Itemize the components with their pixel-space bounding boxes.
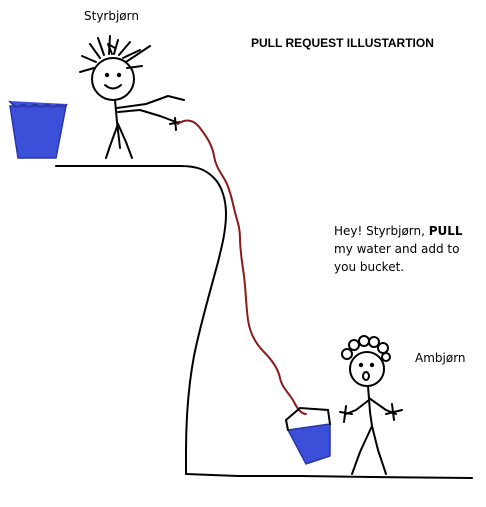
styrbjorn-spiky-hair	[79, 35, 151, 73]
ambjorn-leg-right	[371, 425, 387, 475]
speech-line-1-emphasis: PULL	[428, 224, 463, 238]
styrbjorn-smile	[104, 84, 122, 90]
styrbjorn-eye-right	[116, 72, 122, 78]
ambjorn-hand-left	[339, 405, 353, 423]
speech-bubble: Hey! Styrbjørn, PULL my water and add to…	[334, 222, 463, 276]
speech-line-1: Hey! Styrbjørn, PULL	[334, 222, 463, 240]
ambjorn-body	[367, 385, 373, 427]
styrbjorn-arm	[116, 95, 185, 109]
figure-styrbjorn	[79, 35, 185, 159]
ambjorn-leg-left	[351, 425, 373, 475]
bucket-top-body	[9, 105, 67, 159]
styrbjorn-arm-reach	[117, 109, 177, 123]
bucket-top	[8, 100, 68, 159]
bucket-bottom	[285, 406, 331, 465]
speech-line-2: my water and add to	[334, 242, 460, 256]
styrbjorn-head	[91, 57, 135, 101]
bucket-bottom-body	[286, 423, 331, 465]
styrbjorn-leg-right	[117, 123, 133, 159]
cliff	[55, 165, 473, 479]
page-title: PULL REQUEST ILLUSTARTION	[251, 36, 434, 50]
ambjorn-curly-hair	[341, 335, 391, 362]
rope	[177, 119, 307, 415]
styrbjorn-body	[114, 99, 121, 149]
cliff-top-ledge	[55, 165, 227, 475]
ambjorn-mouth	[362, 371, 370, 381]
styrbjorn-hand	[169, 117, 181, 131]
styrbjorn-leg-left	[105, 123, 119, 159]
speech-line-1-text: Hey! Styrbjørn,	[334, 224, 429, 238]
ambjorn-hand-right	[385, 403, 403, 421]
speech-line-3: you bucket.	[334, 260, 405, 274]
ambjorn-eye-left	[358, 362, 364, 368]
character-name-styrbjorn: Styrbjørn	[84, 9, 139, 23]
cliff-ground	[185, 473, 473, 479]
bucket-bottom-rim	[285, 406, 331, 431]
bucket-top-water-surface	[8, 100, 68, 109]
styrbjorn-eye-left	[104, 72, 110, 78]
ambjorn-eye-right	[369, 362, 375, 368]
ambjorn-head	[349, 351, 385, 387]
ambjorn-arm-left	[345, 399, 370, 415]
figure-ambjorn	[339, 335, 403, 475]
character-name-ambjorn: Ambjørn	[415, 351, 466, 365]
